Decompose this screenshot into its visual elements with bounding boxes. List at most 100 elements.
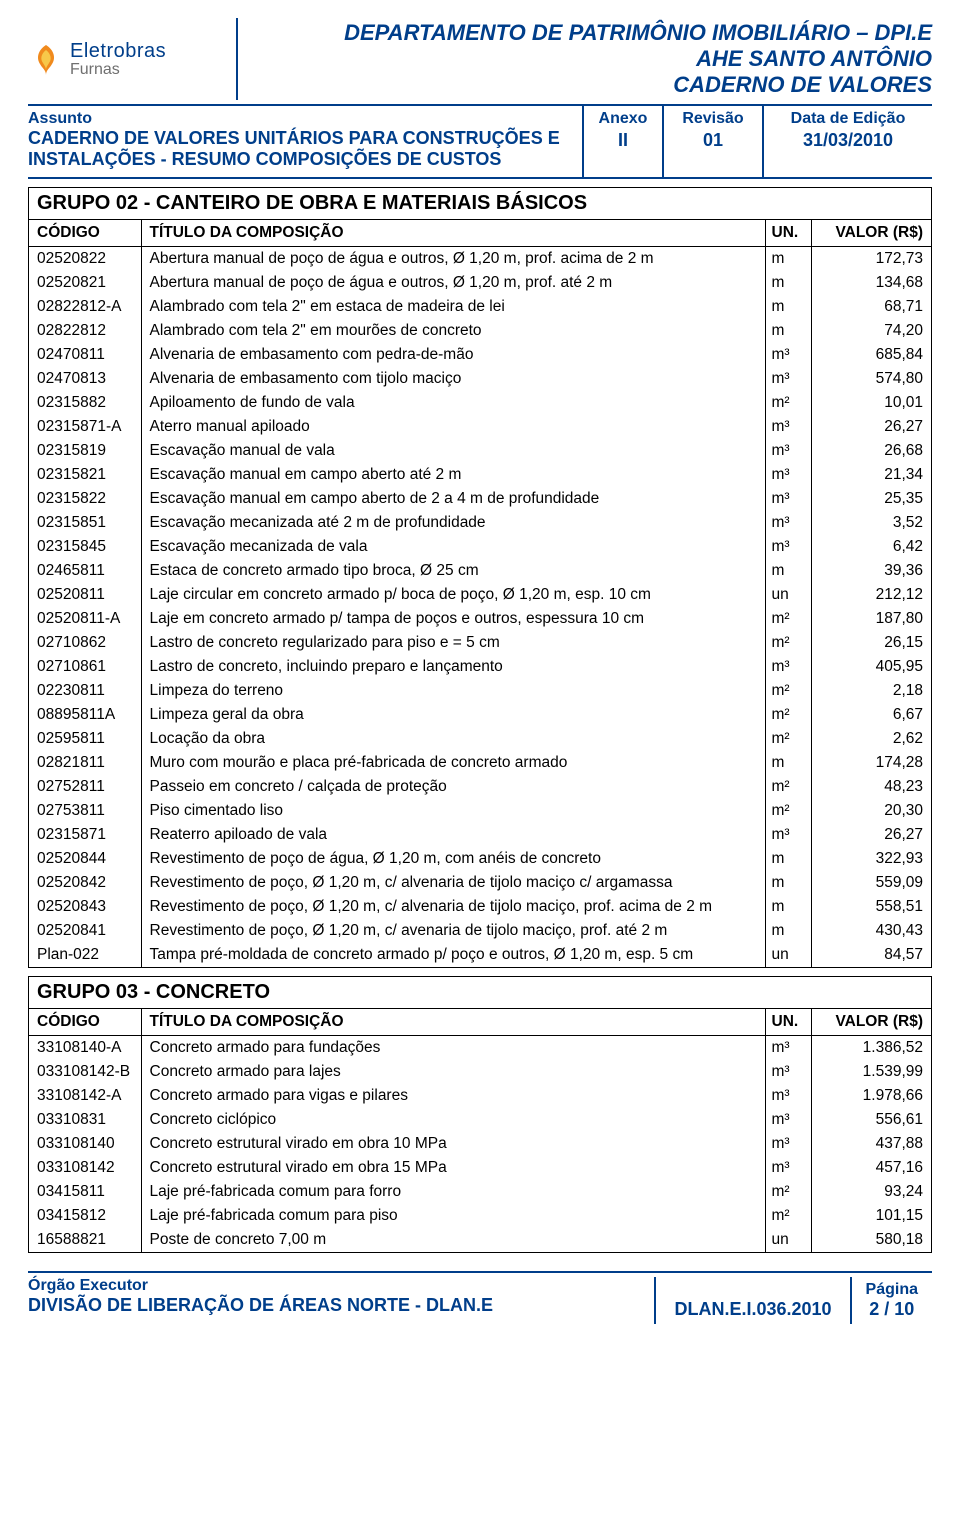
cell-codigo: 08895811A — [29, 703, 141, 727]
cell-codigo: 02315851 — [29, 511, 141, 535]
cell-titulo: Alambrado com tela 2" em estaca de madei… — [141, 295, 765, 319]
cell-codigo: 02230811 — [29, 679, 141, 703]
cell-titulo: Concreto armado para fundações — [141, 1036, 765, 1061]
cell-codigo: 02315819 — [29, 439, 141, 463]
cell-codigo: 33108142-A — [29, 1084, 141, 1108]
col-un: UN. — [765, 220, 811, 247]
cell-valor: 25,35 — [811, 487, 931, 511]
anexo-label: Anexo — [594, 110, 652, 128]
table-row: 02315871Reaterro apiloado de valam³26,27 — [29, 823, 931, 847]
cell-codigo: 02710861 — [29, 655, 141, 679]
col-valor: VALOR (R$) — [811, 220, 931, 247]
cell-valor: 559,09 — [811, 871, 931, 895]
cell-un: m³ — [765, 823, 811, 847]
table-row: 02470811Alvenaria de embasamento com ped… — [29, 343, 931, 367]
cell-valor: 580,18 — [811, 1228, 931, 1252]
table-row: 02520844Revestimento de poço de água, Ø … — [29, 847, 931, 871]
cell-un: m³ — [765, 367, 811, 391]
cell-un: m — [765, 751, 811, 775]
table-row: 02520822Abertura manual de poço de água … — [29, 247, 931, 272]
table-row: 033108140Concreto estrutural virado em o… — [29, 1132, 931, 1156]
cell-titulo: Reaterro apiloado de vala — [141, 823, 765, 847]
cell-valor: 39,36 — [811, 559, 931, 583]
table-row: 02821811Muro com mourão e placa pré-fabr… — [29, 751, 931, 775]
cell-titulo: Poste de concreto 7,00 m — [141, 1228, 765, 1252]
cell-codigo: 02710862 — [29, 631, 141, 655]
cell-valor: 26,68 — [811, 439, 931, 463]
cell-un: m² — [765, 775, 811, 799]
col-codigo: CÓDIGO — [29, 1009, 141, 1036]
table-row: 08895811ALimpeza geral da obram²6,67 — [29, 703, 931, 727]
cell-codigo: 02753811 — [29, 799, 141, 823]
title-line-1: DEPARTAMENTO DE PATRIMÔNIO IMOBILIÁRIO –… — [246, 20, 932, 46]
cell-codigo: 02752811 — [29, 775, 141, 799]
cell-codigo: 02520821 — [29, 271, 141, 295]
table-row: 02753811Piso cimentado lisom²20,30 — [29, 799, 931, 823]
cell-titulo: Concreto armado para lajes — [141, 1060, 765, 1084]
cell-codigo: 02595811 — [29, 727, 141, 751]
table-row: 16588821Poste de concreto 7,00 mun580,18 — [29, 1228, 931, 1252]
cell-titulo: Apiloamento de fundo de vala — [141, 391, 765, 415]
table-row: 02595811Locação da obram²2,62 — [29, 727, 931, 751]
cell-codigo: 02465811 — [29, 559, 141, 583]
cell-codigo: 03310831 — [29, 1108, 141, 1132]
cell-titulo: Concreto ciclópico — [141, 1108, 765, 1132]
cell-valor: 2,62 — [811, 727, 931, 751]
cell-titulo: Lastro de concreto regularizado para pis… — [141, 631, 765, 655]
table-row: 02520841Revestimento de poço, Ø 1,20 m, … — [29, 919, 931, 943]
cell-un: m³ — [765, 487, 811, 511]
cell-titulo: Laje circular em concreto armado p/ boca… — [141, 583, 765, 607]
cell-valor: 574,80 — [811, 367, 931, 391]
cell-titulo: Limpeza geral da obra — [141, 703, 765, 727]
cell-un: m³ — [765, 463, 811, 487]
table-row: 02520821Abertura manual de poço de água … — [29, 271, 931, 295]
table-row: 02315851Escavação mecanizada até 2 m de … — [29, 511, 931, 535]
cell-un: m² — [765, 703, 811, 727]
table-row: 02230811Limpeza do terrenom²2,18 — [29, 679, 931, 703]
orgao-label: Órgão Executor — [28, 1277, 654, 1295]
cell-un: m³ — [765, 1036, 811, 1061]
cell-valor: 10,01 — [811, 391, 931, 415]
cell-valor: 21,34 — [811, 463, 931, 487]
cell-codigo: 02520822 — [29, 247, 141, 272]
cell-valor: 1.539,99 — [811, 1060, 931, 1084]
cell-codigo: 02315822 — [29, 487, 141, 511]
cell-titulo: Piso cimentado liso — [141, 799, 765, 823]
cell-valor: 1.978,66 — [811, 1084, 931, 1108]
cell-codigo: 02470813 — [29, 367, 141, 391]
cell-titulo: Escavação manual em campo aberto de 2 a … — [141, 487, 765, 511]
cell-un: m³ — [765, 439, 811, 463]
cell-un: m² — [765, 679, 811, 703]
data-edicao-value: 31/03/2010 — [774, 128, 922, 151]
cell-un: m — [765, 295, 811, 319]
cell-titulo: Escavação mecanizada até 2 m de profundi… — [141, 511, 765, 535]
cell-valor: 74,20 — [811, 319, 931, 343]
document-footer: Órgão Executor DIVISÃO DE LIBERAÇÃO DE Á… — [28, 1271, 932, 1324]
table-row: 02465811Estaca de concreto armado tipo b… — [29, 559, 931, 583]
cell-valor: 2,18 — [811, 679, 931, 703]
cell-titulo: Revestimento de poço, Ø 1,20 m, c/ alven… — [141, 871, 765, 895]
title-line-2: AHE SANTO ANTÔNIO — [246, 46, 932, 72]
cell-valor: 430,43 — [811, 919, 931, 943]
cell-valor: 556,61 — [811, 1108, 931, 1132]
cell-un: un — [765, 1228, 811, 1252]
cell-un: m³ — [765, 511, 811, 535]
group-02-title: GRUPO 02 - CANTEIRO DE OBRA E MATERIAIS … — [29, 188, 931, 220]
cell-titulo: Laje em concreto armado p/ tampa de poço… — [141, 607, 765, 631]
document-header: Eletrobras Furnas DEPARTAMENTO DE PATRIM… — [28, 18, 932, 106]
table-row: 02822812Alambrado com tela 2" em mourões… — [29, 319, 931, 343]
cell-codigo: 02315845 — [29, 535, 141, 559]
group-02-box: GRUPO 02 - CANTEIRO DE OBRA E MATERIAIS … — [28, 187, 932, 968]
logo-area: Eletrobras Furnas — [28, 18, 238, 100]
cell-titulo: Escavação manual em campo aberto até 2 m — [141, 463, 765, 487]
cell-un: m³ — [765, 415, 811, 439]
table-row: 02520843Revestimento de poço, Ø 1,20 m, … — [29, 895, 931, 919]
col-un: UN. — [765, 1009, 811, 1036]
cell-codigo: 02520811-A — [29, 607, 141, 631]
cell-codigo: 02520811 — [29, 583, 141, 607]
group-03-table: CÓDIGO TÍTULO DA COMPOSIÇÃO UN. VALOR (R… — [29, 1009, 931, 1252]
cell-titulo: Concreto estrutural virado em obra 10 MP… — [141, 1132, 765, 1156]
cell-titulo: Locação da obra — [141, 727, 765, 751]
cell-titulo: Concreto armado para vigas e pilares — [141, 1084, 765, 1108]
cell-titulo: Laje pré-fabricada comum para forro — [141, 1180, 765, 1204]
